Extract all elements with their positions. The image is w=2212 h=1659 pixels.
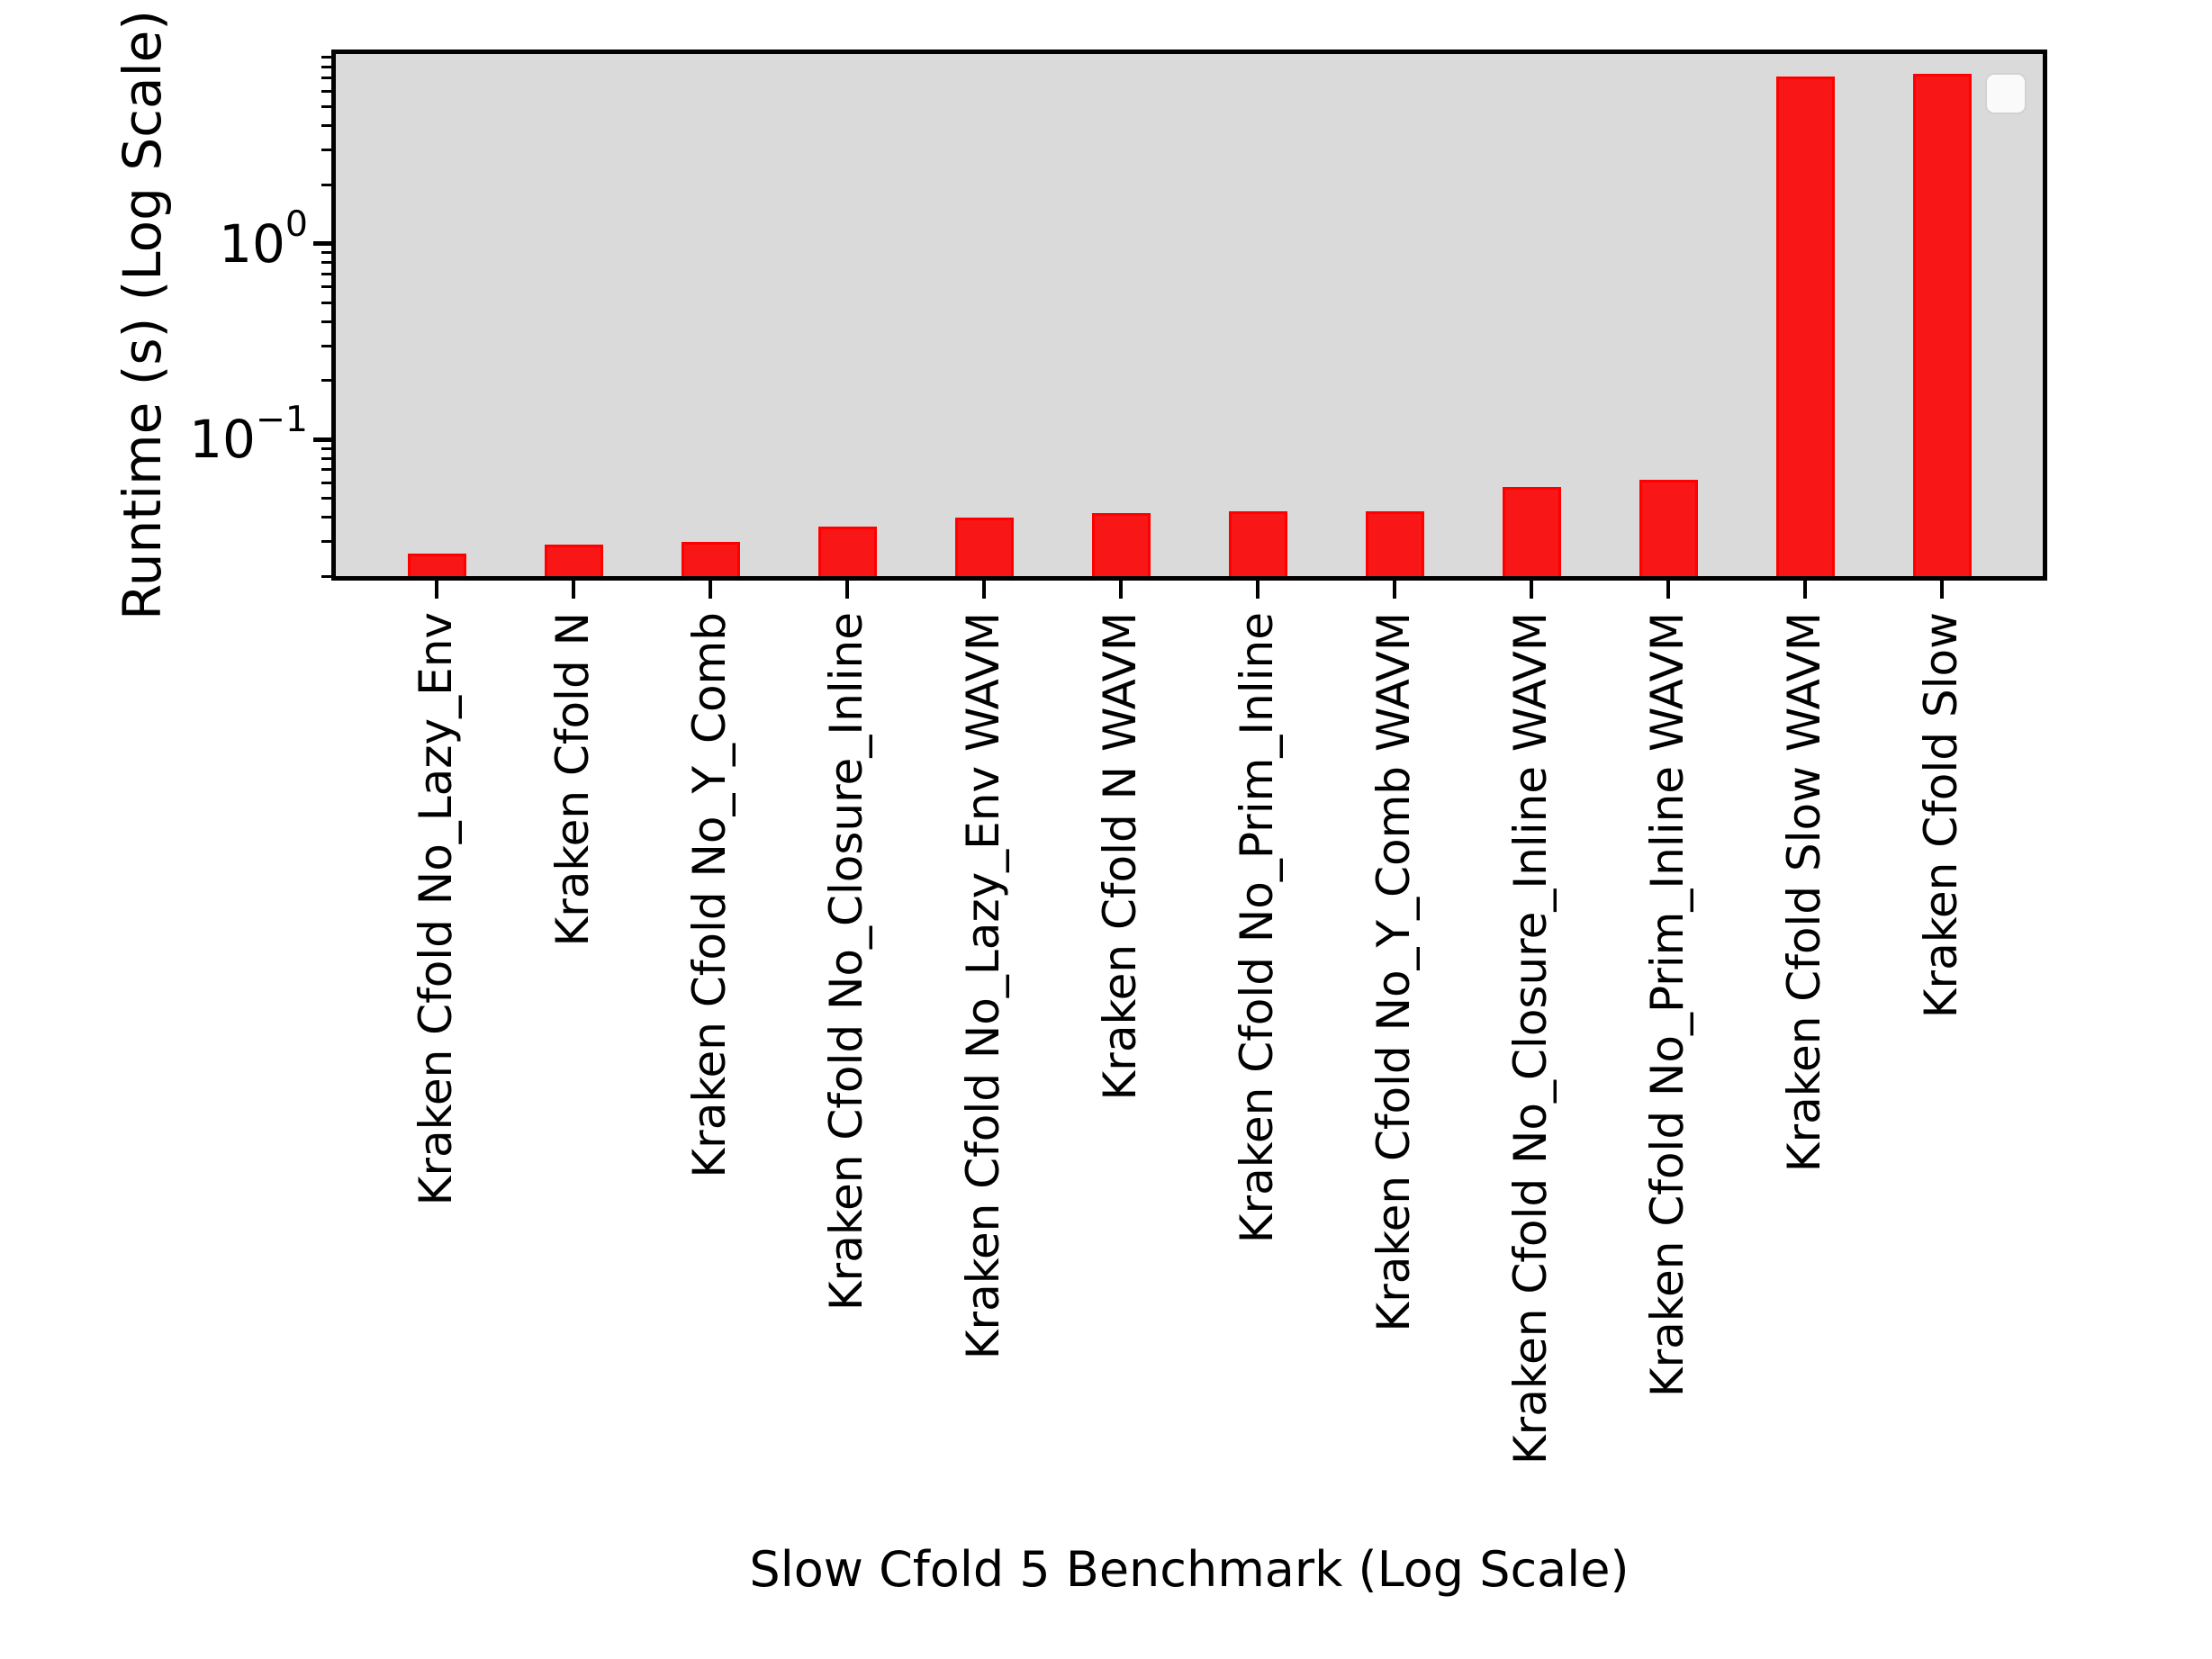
y-minor-tick <box>321 456 331 460</box>
y-minor-tick <box>321 497 331 500</box>
x-tick-label: Kraken Cfold No_Y_Comb <box>683 612 736 1178</box>
y-minor-tick <box>321 183 331 186</box>
x-tick <box>1666 581 1670 599</box>
y-minor-tick <box>321 272 331 275</box>
y-minor-tick <box>321 344 331 347</box>
y-minor-tick <box>321 89 331 93</box>
x-tick <box>1803 581 1807 599</box>
y-minor-tick <box>321 105 331 109</box>
x-tick-label: Kraken Cfold No_Closure_Inline <box>820 612 873 1312</box>
y-minor-tick <box>321 301 331 304</box>
y-minor-tick <box>321 540 331 544</box>
bar <box>1365 510 1424 579</box>
bar <box>1912 73 1972 579</box>
y-minor-tick <box>321 379 331 383</box>
x-tick <box>1393 581 1396 599</box>
legend-box <box>1985 73 2027 114</box>
bar <box>1639 480 1698 579</box>
y-minor-tick <box>321 124 331 128</box>
x-tick-label: Kraken Cfold No_Closure_Inline WAVM <box>1504 612 1557 1465</box>
x-tick <box>1119 581 1123 599</box>
x-tick-label: Kraken Cfold N <box>546 612 600 947</box>
y-major-tick <box>313 241 331 247</box>
bar <box>954 517 1014 579</box>
y-minor-tick <box>321 446 331 450</box>
x-tick-label: Kraken Cfold No_Lazy_Env <box>410 612 463 1206</box>
x-tick <box>845 581 849 599</box>
x-tick <box>1940 581 1944 599</box>
x-tick <box>982 581 986 599</box>
x-tick-label: Kraken Cfold No_Prim_Inline <box>1231 612 1284 1244</box>
bar <box>1775 77 1835 579</box>
x-tick <box>1256 581 1259 599</box>
x-tick <box>1530 581 1533 599</box>
y-minor-tick <box>321 516 331 519</box>
y-minor-tick <box>321 65 331 68</box>
y-minor-tick <box>321 468 331 472</box>
x-tick-label: Kraken Cfold No_Prim_Inline WAVM <box>1641 612 1694 1398</box>
y-minor-tick <box>321 285 331 289</box>
bar <box>681 541 740 579</box>
bar <box>1091 513 1151 579</box>
x-axis-label: Slow Cfold 5 Benchmark (Log Scale) <box>749 1541 1630 1598</box>
x-tick-label: Kraken Cfold Slow WAVM <box>1778 612 1831 1173</box>
y-minor-tick <box>321 251 331 255</box>
bar <box>407 554 466 579</box>
y-tick-label: 10 0 <box>219 203 308 275</box>
y-axis-label-wrap: Runtime (s) (Log Scale) <box>106 10 178 620</box>
x-tick <box>572 581 575 599</box>
x-tick <box>709 581 712 599</box>
bar <box>544 545 603 579</box>
y-minor-tick <box>321 55 331 59</box>
y-axis-label: Runtime (s) (Log Scale) <box>111 10 173 620</box>
y-major-tick <box>313 437 331 442</box>
y-tick-label: 10 −1 <box>189 399 308 471</box>
y-minor-tick <box>321 149 331 152</box>
y-minor-tick <box>321 481 331 484</box>
bar <box>817 526 877 579</box>
plot-area <box>331 50 2047 581</box>
y-minor-tick <box>321 320 331 323</box>
x-tick-label: Kraken Cfold No_Lazy_Env WAVM <box>957 612 1010 1360</box>
x-tick <box>435 581 438 599</box>
y-minor-tick <box>321 261 331 265</box>
bar <box>1228 510 1287 579</box>
x-tick-label: Kraken Cfold No_Y_Comb WAVM <box>1368 612 1421 1332</box>
y-minor-tick <box>321 574 331 578</box>
x-tick-label: Kraken Cfold N WAVM <box>1094 612 1147 1101</box>
y-minor-tick <box>321 77 331 80</box>
bar <box>1502 487 1561 579</box>
x-tick-label: Kraken Cfold Slow <box>1915 612 1968 1019</box>
